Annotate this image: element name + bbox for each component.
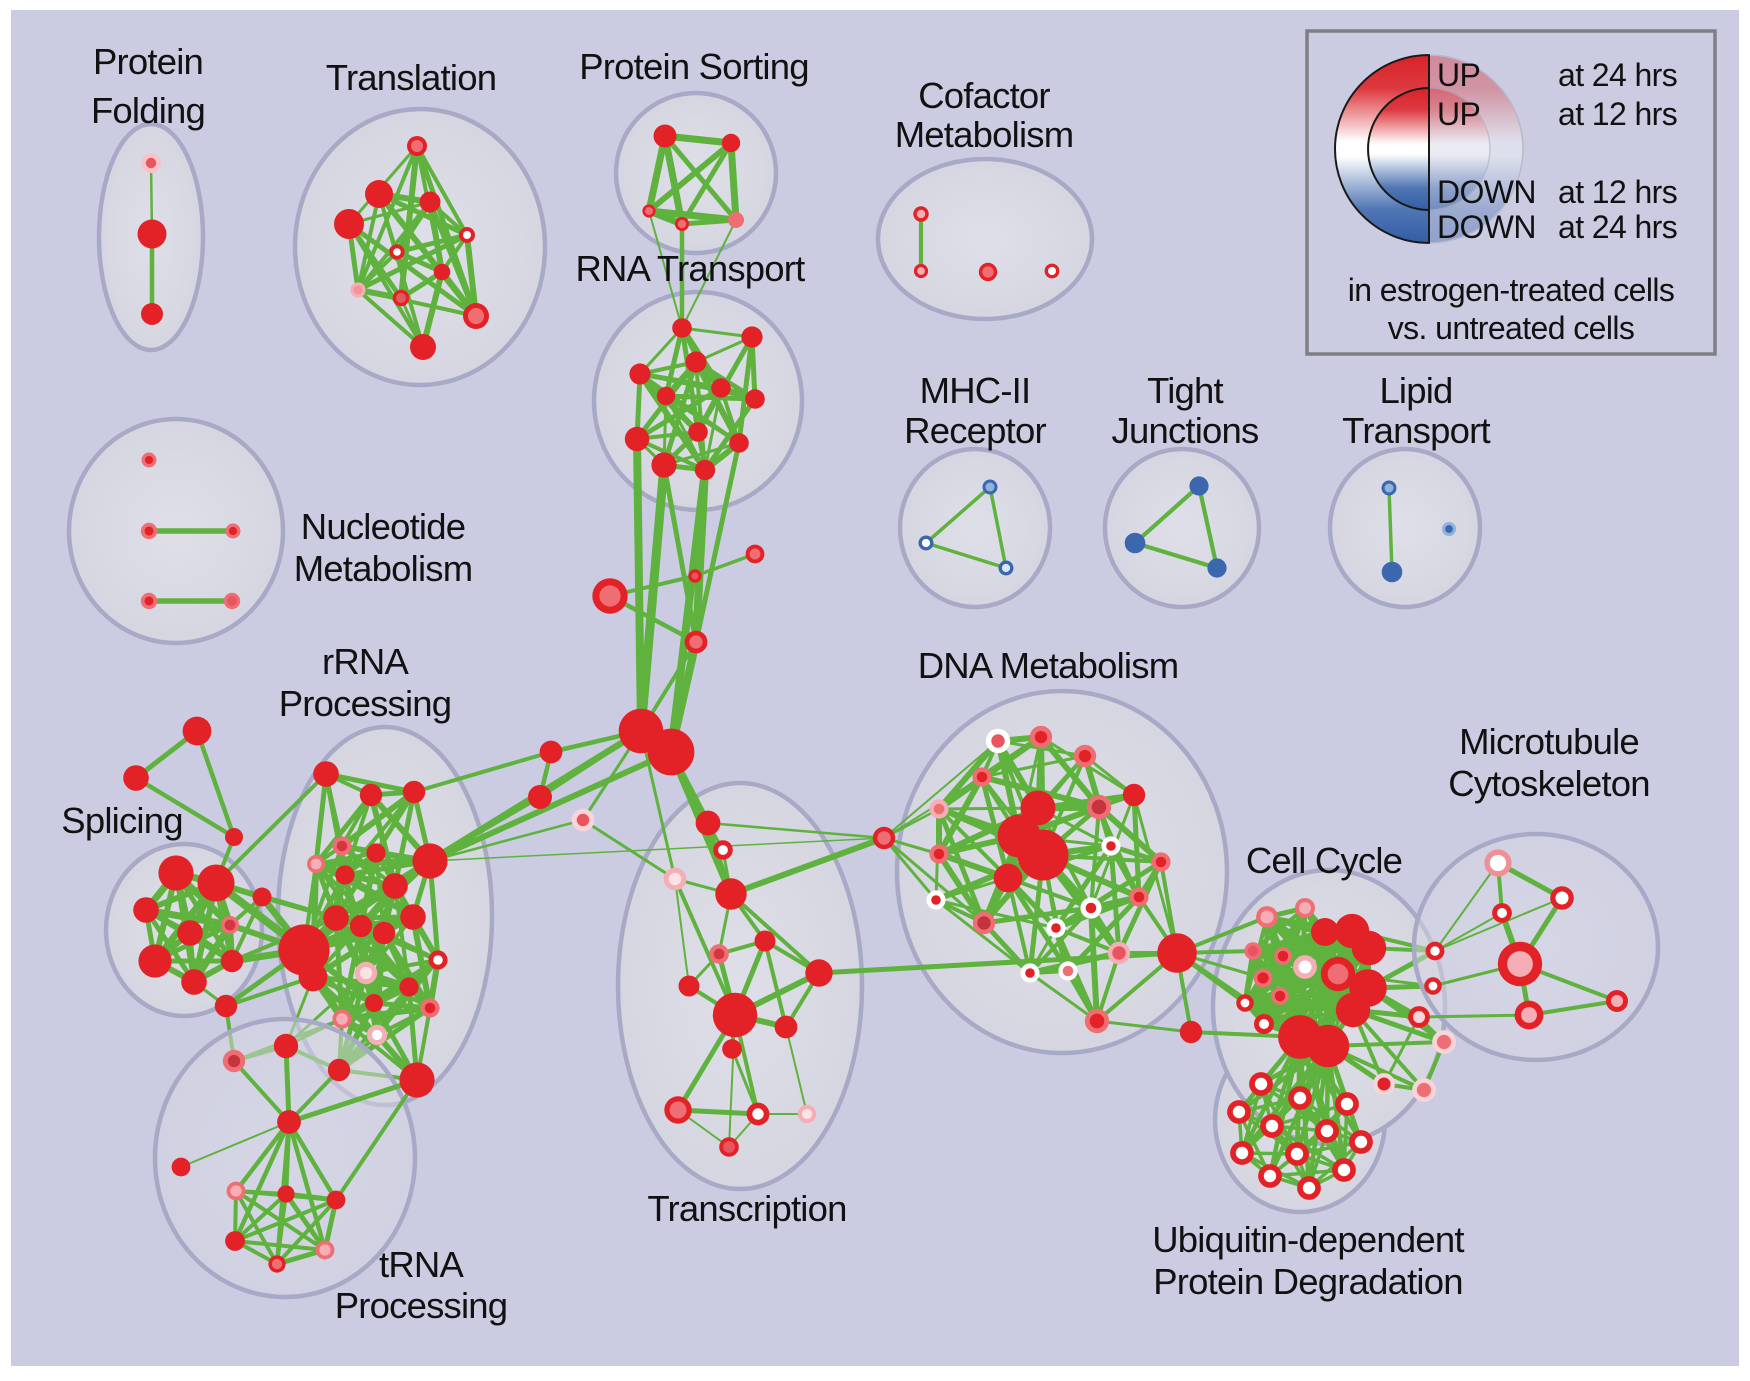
svg-text:Ubiquitin-dependent: Ubiquitin-dependent — [1152, 1219, 1464, 1260]
svg-text:Cell Cycle: Cell Cycle — [1246, 840, 1402, 881]
svg-text:at 24 hrs: at 24 hrs — [1558, 57, 1677, 93]
svg-text:Protein Degradation: Protein Degradation — [1153, 1261, 1462, 1302]
svg-text:Junctions: Junctions — [1112, 410, 1259, 451]
svg-text:Folding: Folding — [91, 90, 205, 131]
svg-text:Transcription: Transcription — [647, 1188, 846, 1229]
svg-text:tRNA: tRNA — [379, 1244, 464, 1285]
svg-text:Nucleotide: Nucleotide — [301, 506, 465, 547]
svg-text:Transport: Transport — [1342, 410, 1490, 451]
svg-text:at 12 hrs: at 12 hrs — [1558, 96, 1677, 132]
svg-text:Receptor: Receptor — [904, 410, 1046, 451]
svg-text:RNA Transport: RNA Transport — [576, 248, 806, 289]
svg-text:Protein: Protein — [93, 41, 203, 82]
svg-text:at 24 hrs: at 24 hrs — [1558, 209, 1677, 245]
svg-text:Metabolism: Metabolism — [294, 548, 473, 589]
svg-text:Splicing: Splicing — [61, 800, 182, 841]
svg-text:Processing: Processing — [279, 683, 452, 724]
svg-text:Metabolism: Metabolism — [895, 114, 1074, 155]
svg-text:Cytoskeleton: Cytoskeleton — [1448, 763, 1649, 804]
svg-text:DNA Metabolism: DNA Metabolism — [918, 645, 1179, 686]
svg-text:Processing: Processing — [335, 1285, 508, 1326]
svg-text:UP: UP — [1437, 57, 1480, 93]
svg-text:Cofactor: Cofactor — [918, 75, 1050, 116]
svg-text:DOWN: DOWN — [1437, 174, 1536, 210]
svg-text:Microtubule: Microtubule — [1459, 721, 1639, 762]
svg-text:vs. untreated cells: vs. untreated cells — [1388, 310, 1635, 346]
svg-text:Tight: Tight — [1147, 370, 1223, 411]
svg-text:UP: UP — [1437, 96, 1480, 132]
svg-text:MHC-II: MHC-II — [920, 370, 1031, 411]
svg-text:DOWN: DOWN — [1437, 209, 1536, 245]
svg-text:rRNA: rRNA — [322, 641, 409, 682]
svg-text:Translation: Translation — [326, 57, 496, 98]
svg-text:in estrogen-treated cells: in estrogen-treated cells — [1348, 272, 1675, 308]
svg-text:Lipid: Lipid — [1379, 370, 1452, 411]
svg-text:at 12 hrs: at 12 hrs — [1558, 174, 1677, 210]
svg-text:Protein Sorting: Protein Sorting — [579, 46, 808, 87]
